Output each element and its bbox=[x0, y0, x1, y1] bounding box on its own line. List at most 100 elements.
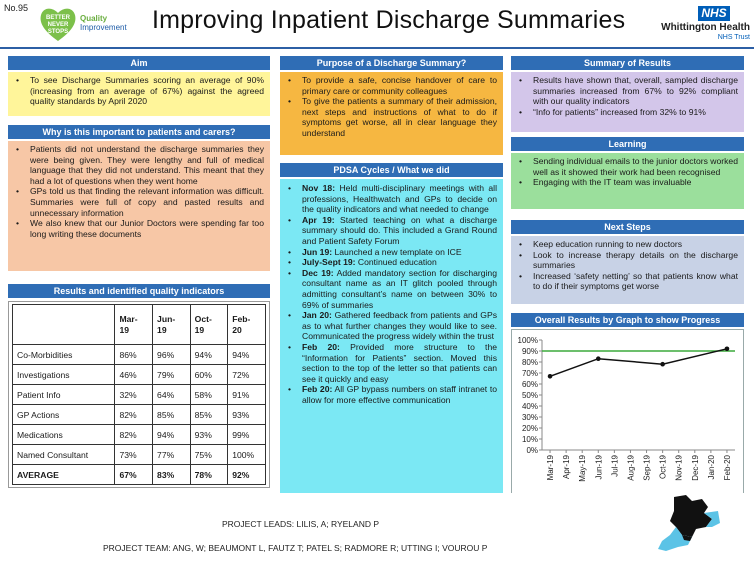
table-row: Investigations 46% 79% 60% 72% bbox=[11, 364, 266, 385]
aim-body: To see Discharge Summaries scoring an av… bbox=[8, 72, 270, 116]
table-cell: 86% bbox=[114, 344, 154, 365]
row-label: Named Consultant bbox=[11, 444, 116, 465]
table-column-header: Jun- 19 bbox=[152, 304, 191, 345]
bullet-item: “Info for patients” increased from 32% t… bbox=[515, 107, 738, 118]
purpose-list: To provide a safe, concise handover of c… bbox=[284, 75, 497, 139]
bullet-item: To give the patients a summary of their … bbox=[284, 96, 497, 138]
title-divider bbox=[0, 47, 754, 49]
table-average-row: AVERAGE 67% 83% 78% 92% bbox=[11, 464, 266, 485]
table-cell: 85% bbox=[152, 404, 191, 425]
table-cell: 67% bbox=[114, 464, 154, 485]
bullet-item: Engaging with the IT team was invaluable bbox=[515, 177, 738, 188]
quality-indicators-table: Mar- 19 Jun- 19 Oct- 19 Feb- 20 Co-Morbidities 86… bbox=[11, 304, 266, 485]
qi-line-2: Improvement bbox=[80, 23, 127, 32]
x-tick-label: Feb-20 bbox=[723, 454, 732, 480]
table-cell: 94% bbox=[189, 344, 229, 365]
y-tick-label: 20% bbox=[522, 424, 538, 433]
bullet-item: Keep education running to new doctors bbox=[515, 239, 738, 250]
pdsa-list: Nov 18: Held multi-disciplinary meetings… bbox=[284, 183, 497, 405]
series-line bbox=[549, 348, 728, 378]
pdsa-panel: PDSA Cycles / What we did Nov 18: Held m… bbox=[280, 163, 503, 501]
pdsa-text: Added mandatory section for discharging … bbox=[302, 267, 497, 310]
y-tick-label: 80% bbox=[522, 358, 538, 367]
logo-text-line: BETTER bbox=[46, 15, 71, 21]
x-tick-label: Jul-19 bbox=[610, 454, 619, 476]
x-tick-label: Oct-19 bbox=[659, 454, 668, 479]
x-tick-label: Mar-19 bbox=[546, 454, 555, 480]
y-tick-label: 60% bbox=[522, 380, 538, 389]
bullet-item: Increased ‘safety netting’ so that patie… bbox=[515, 271, 738, 292]
summary-list: Results have shown that, overall, sample… bbox=[515, 75, 738, 117]
table-cell: 96% bbox=[152, 344, 191, 365]
pdsa-date: Feb 20: bbox=[302, 341, 340, 352]
pdsa-date: July-Sept 19: bbox=[302, 257, 356, 268]
table-column-header: Feb- 20 bbox=[227, 304, 266, 345]
summary-heading: Summary of Results bbox=[511, 56, 744, 70]
x-tick-label: May-19 bbox=[578, 454, 587, 481]
y-tick-label: 70% bbox=[522, 369, 538, 378]
x-tick-label: Jan-20 bbox=[707, 454, 716, 479]
pdsa-item: Jun 19: Launched a new template on ICE bbox=[284, 247, 497, 258]
row-label: Medications bbox=[11, 424, 116, 445]
table-cell: 85% bbox=[189, 404, 229, 425]
pdsa-date: Nov 18: bbox=[302, 183, 336, 193]
learning-heading: Learning bbox=[511, 137, 744, 151]
pdsa-text: Held multi-disciplinary meetings with al… bbox=[302, 183, 497, 215]
data-point bbox=[724, 346, 730, 352]
footer bbox=[0, 493, 754, 565]
pdsa-text: Provided more structure to the “Informat… bbox=[302, 341, 498, 384]
bullet-item: Sending individual emails to the junior … bbox=[515, 156, 738, 177]
pdsa-date: Jan 20: bbox=[302, 310, 332, 321]
pdsa-item: Feb 20: Provided more structure to the “… bbox=[284, 342, 497, 384]
aim-list: To see Discharge Summaries scoring an av… bbox=[12, 75, 264, 107]
trust-name: Whittington Health bbox=[661, 22, 750, 33]
pdsa-text: Gathered feedback from patients and GPs … bbox=[302, 310, 497, 342]
pdsa-item: July-Sept 19: Continued education bbox=[284, 257, 497, 268]
pdsa-text: All GP bypass numbers on staff intranet … bbox=[302, 384, 498, 405]
pdsa-item: Dec 19: Added mandatory section for disc… bbox=[284, 268, 497, 310]
table-cell: 58% bbox=[189, 384, 229, 405]
trust-subtitle: NHS Trust bbox=[717, 34, 750, 41]
table-column-header: Mar- 19 bbox=[114, 304, 154, 345]
y-tick-label: 0% bbox=[526, 446, 538, 455]
table-column-header: Oct- 19 bbox=[189, 304, 229, 345]
learning-panel: Learning Sending individual emails to th… bbox=[511, 137, 744, 209]
table-cell: 79% bbox=[152, 364, 191, 385]
next-steps-heading: Next Steps bbox=[511, 220, 744, 234]
table-cell: 72% bbox=[227, 364, 266, 385]
row-label: Investigations bbox=[11, 364, 116, 385]
project-team: PROJECT TEAM: ANG, W; BEAUMONT L, FAUTZ … bbox=[103, 543, 488, 553]
y-tick-label: 30% bbox=[522, 413, 538, 422]
table-cell: 78% bbox=[189, 464, 229, 485]
table-cell: 82% bbox=[114, 424, 154, 445]
summary-body: Results have shown that, overall, sample… bbox=[511, 72, 744, 132]
purpose-panel: Purpose of a Discharge Summary? To provi… bbox=[280, 56, 503, 155]
table-row: Co-Morbidities 86% 96% 94% 94% bbox=[11, 344, 266, 365]
table-row: Patient Info 32% 64% 58% 91% bbox=[11, 384, 266, 405]
bullet-item: GPs told us that finding the relevant in… bbox=[12, 186, 264, 218]
poster-number: No.95 bbox=[4, 3, 29, 13]
table-cell: 82% bbox=[114, 404, 154, 425]
table-row: GP Actions 82% 85% 85% 93% bbox=[11, 404, 266, 425]
row-label: Co-Morbidities bbox=[11, 344, 116, 365]
y-tick-label: 100% bbox=[518, 336, 538, 345]
x-tick-label: Nov-19 bbox=[675, 454, 684, 480]
nhs-logo: NHS bbox=[698, 6, 730, 21]
bullet-item: To provide a safe, concise handover of c… bbox=[284, 75, 497, 96]
pdsa-item: Feb 20: All GP bypass numbers on staff i… bbox=[284, 384, 497, 405]
logo-text-line: STOPS bbox=[48, 29, 68, 35]
why-list: Patients did not understand the discharg… bbox=[12, 144, 264, 239]
bullet-item: To see Discharge Summaries scoring an av… bbox=[12, 75, 264, 107]
y-tick-label: 40% bbox=[522, 402, 538, 411]
bullet-item: Patients did not understand the discharg… bbox=[12, 144, 264, 186]
data-point bbox=[595, 356, 601, 361]
table-cell: 100% bbox=[227, 444, 266, 465]
progress-line-chart: 0% 10% 20% 30% 40% 50% 60% 70% 80% 90% 100% Mar-19 A… bbox=[518, 336, 735, 482]
table-cell: 94% bbox=[227, 344, 266, 365]
table-cell: 92% bbox=[227, 464, 266, 485]
next-steps-body: Keep education running to new doctorsLoo… bbox=[511, 236, 744, 304]
pdsa-item: Nov 18: Held multi-disciplinary meetings… bbox=[284, 183, 497, 215]
learning-list: Sending individual emails to the junior … bbox=[515, 156, 738, 188]
bullet-item: Look to increase therapy details on the … bbox=[515, 250, 738, 271]
y-tick-label: 10% bbox=[522, 435, 538, 444]
